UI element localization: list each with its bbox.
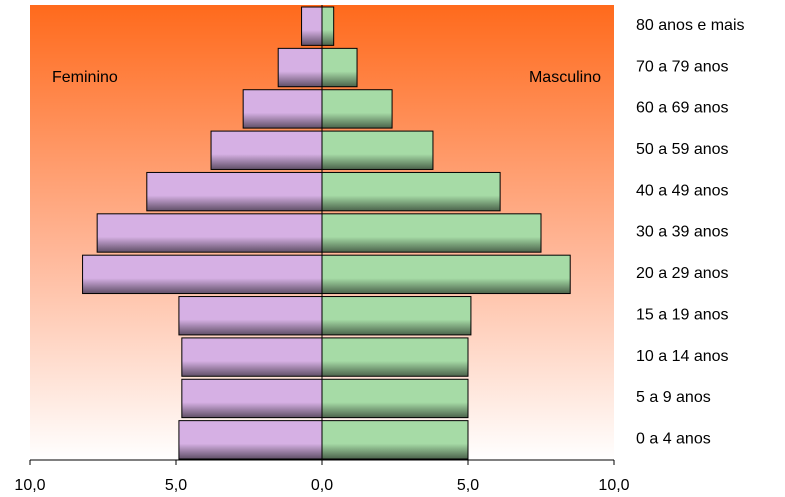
category-label: 80 anos e mais bbox=[636, 17, 745, 34]
bar bbox=[181, 378, 323, 419]
bar bbox=[321, 171, 501, 212]
bar bbox=[321, 378, 469, 419]
bar bbox=[210, 130, 323, 170]
x-tick-label: 5,0 bbox=[457, 477, 479, 494]
bar bbox=[321, 337, 469, 377]
x-tick-label: 10,0 bbox=[14, 477, 45, 494]
bar bbox=[321, 6, 335, 46]
bar bbox=[321, 47, 358, 88]
bar bbox=[181, 337, 323, 377]
category-label: 0 a 4 anos bbox=[636, 431, 711, 448]
category-label: 10 a 14 anos bbox=[636, 348, 729, 365]
legend-label: Masculino bbox=[529, 69, 601, 86]
category-label: 30 a 39 anos bbox=[636, 224, 729, 241]
bar bbox=[146, 171, 323, 212]
bar bbox=[242, 89, 323, 129]
x-tick-label: 5,0 bbox=[165, 477, 187, 494]
bar bbox=[321, 420, 469, 460]
category-label: 40 a 49 anos bbox=[636, 182, 729, 199]
category-label: 5 a 9 anos bbox=[636, 389, 711, 406]
legend-label: Feminino bbox=[52, 69, 118, 86]
x-tick-label: 10,0 bbox=[598, 477, 629, 494]
bar bbox=[178, 420, 323, 460]
bar bbox=[178, 296, 323, 336]
bar bbox=[277, 47, 323, 88]
bar bbox=[301, 6, 323, 46]
category-label: 15 a 19 anos bbox=[636, 306, 729, 323]
bar bbox=[96, 213, 323, 253]
bar bbox=[321, 254, 571, 295]
category-label: 50 a 59 anos bbox=[636, 141, 729, 158]
x-tick-label: 0,0 bbox=[311, 477, 333, 494]
bar bbox=[321, 296, 472, 336]
bar bbox=[321, 130, 434, 170]
category-label: 70 a 79 anos bbox=[636, 58, 729, 75]
category-label: 60 a 69 anos bbox=[636, 100, 729, 117]
category-label: 20 a 29 anos bbox=[636, 265, 729, 282]
bar bbox=[82, 254, 323, 295]
bar bbox=[321, 213, 542, 253]
bar bbox=[321, 89, 393, 129]
